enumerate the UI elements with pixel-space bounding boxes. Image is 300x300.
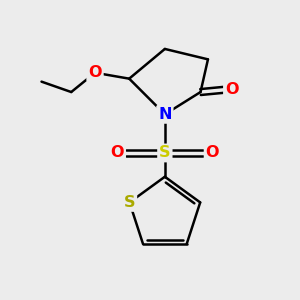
Text: O: O xyxy=(206,146,219,160)
Text: S: S xyxy=(124,195,135,210)
Text: O: O xyxy=(88,65,102,80)
Text: O: O xyxy=(225,82,238,97)
Text: N: N xyxy=(158,107,172,122)
Text: S: S xyxy=(159,146,171,160)
Text: O: O xyxy=(111,146,124,160)
